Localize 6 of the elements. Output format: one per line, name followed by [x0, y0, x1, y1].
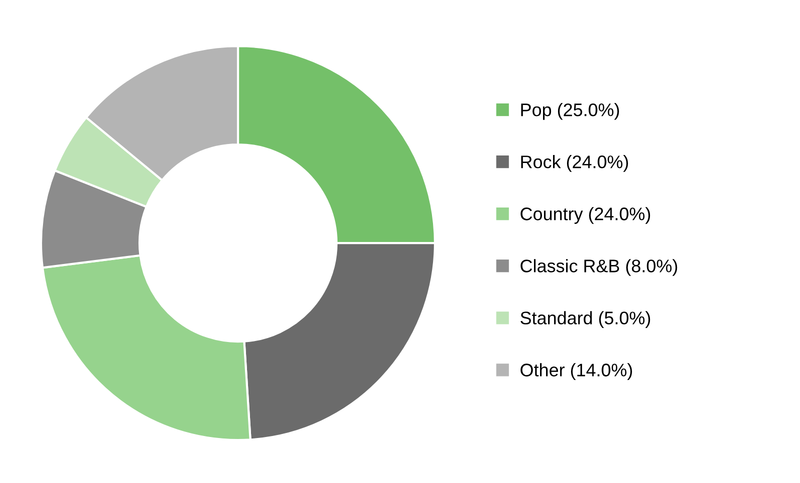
legend-label: Classic R&B (8.0%): [520, 259, 678, 276]
legend-label: Rock (24.0%): [521, 155, 628, 172]
legend-label: Pop (25.0%): [521, 102, 619, 120]
legend-label: Standard (5.0%): [520, 311, 650, 328]
legend-label: Other (14.0%): [520, 363, 632, 380]
legend-label: Country (24.0%): [520, 207, 650, 224]
